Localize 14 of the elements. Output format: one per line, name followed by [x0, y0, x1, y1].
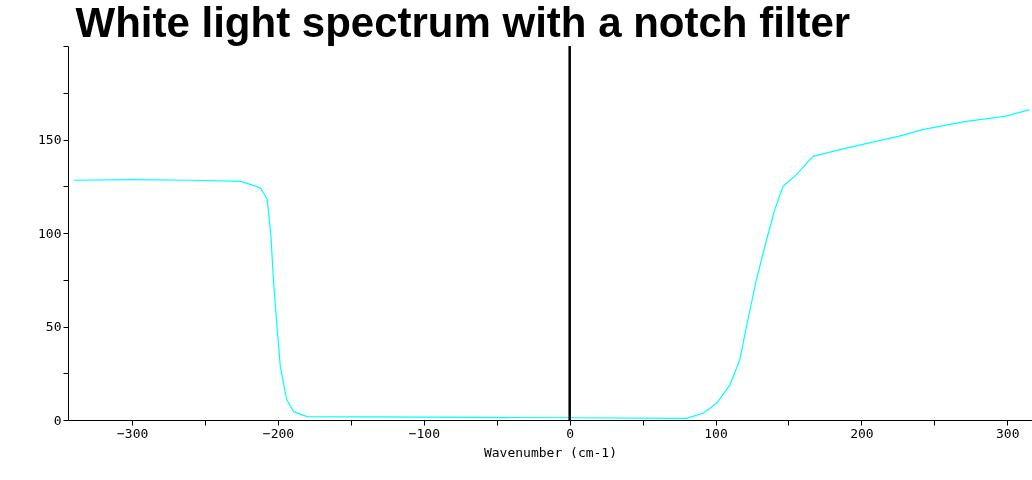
x-tick-label: −300 [117, 425, 149, 441]
y-tick-label: 100 [38, 225, 62, 241]
x-axis-title: Wavenumber (cm-1) [483, 444, 618, 460]
y-tick-label: 150 [38, 132, 62, 147]
x-tick-label: 100 [704, 425, 728, 441]
x-tick-label: 300 [995, 425, 1020, 441]
x-tick-label: 200 [850, 425, 874, 441]
x-tick-label: 0 [566, 425, 575, 441]
x-tick-label: −100 [408, 425, 440, 441]
y-tick-label: 0 [53, 412, 62, 428]
chart-title: White light spectrum with a notch filter [75, 0, 851, 46]
line-series [73, 108, 1031, 419]
x-tick-label: −200 [262, 425, 295, 441]
y-tick-label: 50 [45, 319, 62, 334]
